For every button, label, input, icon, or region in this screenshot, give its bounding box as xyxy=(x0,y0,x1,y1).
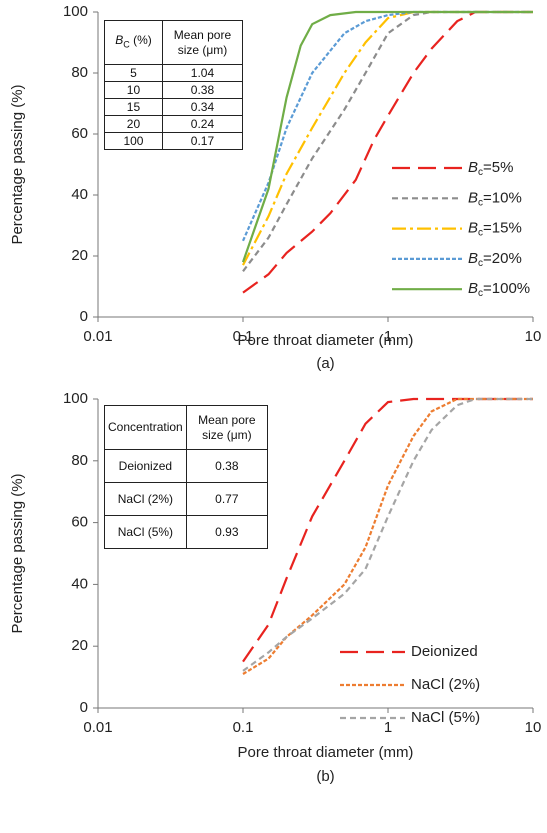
y-tick-label: 100 xyxy=(63,390,88,407)
y-tick-label: 80 xyxy=(71,64,88,81)
y-axis-label: Percentage passing (%) xyxy=(9,84,26,244)
table-header-cell: BC (%) xyxy=(104,20,163,65)
y-tick-label: 20 xyxy=(71,637,88,654)
y-tick-label: 60 xyxy=(71,125,88,142)
caption: (b) xyxy=(316,768,334,785)
caption: (a) xyxy=(316,355,334,372)
y-tick-label: 60 xyxy=(71,514,88,531)
series-line xyxy=(242,10,533,272)
table-header-cell: Mean pore size (μm) xyxy=(185,405,269,450)
table-cell: 0.38 xyxy=(185,449,269,483)
y-tick-label: 20 xyxy=(71,247,88,264)
legend-label: NaCl (5%) xyxy=(411,709,480,726)
table-cell: 20 xyxy=(104,115,163,133)
legend-label: Bc=5% xyxy=(468,159,513,178)
table-cell: 0.77 xyxy=(185,482,269,516)
series-line xyxy=(241,10,533,263)
table-cell: 0.17 xyxy=(161,132,244,150)
table-cell: 0.93 xyxy=(185,515,269,549)
legend-label: Bc=20% xyxy=(468,250,522,269)
table-cell: Deionized xyxy=(104,449,187,483)
x-tick-label: 10 xyxy=(525,328,542,345)
y-axis-label: Percentage passing (%) xyxy=(9,473,26,633)
table-cell: 5 xyxy=(104,64,163,82)
data-table: Concentration Mean pore size (μm) Deionize… xyxy=(104,405,269,549)
table-header-cell: Mean pore size (μm) xyxy=(161,20,244,65)
y-tick-label: 0 xyxy=(80,699,88,716)
table-header-cell: Concentration xyxy=(104,405,187,450)
table-cell: 15 xyxy=(104,98,163,116)
table-cell: NaCl (5%) xyxy=(104,515,187,549)
x-tick-label: 0.01 xyxy=(83,719,112,736)
x-axis-label: Pore throat diameter (mm) xyxy=(238,332,414,349)
y-tick-label: 40 xyxy=(71,575,88,592)
series-line xyxy=(242,397,533,675)
x-tick-label: 0.1 xyxy=(233,328,254,345)
table-cell: 1.04 xyxy=(161,64,244,82)
series-line xyxy=(242,10,533,294)
y-tick-label: 100 xyxy=(63,3,88,20)
series-line xyxy=(242,397,533,672)
x-tick-label: 1 xyxy=(384,719,392,736)
legend-label: Bc=10% xyxy=(468,189,522,208)
table-cell: 0.34 xyxy=(161,98,244,116)
legend-label: Bc=15% xyxy=(468,220,522,239)
table-cell: 100 xyxy=(104,132,163,150)
legend-label: NaCl (2%) xyxy=(411,676,480,693)
legend-label: Bc=100% xyxy=(468,280,530,299)
table-cell: 0.24 xyxy=(161,115,244,133)
x-tick-label: 10 xyxy=(525,719,542,736)
x-axis-label: Pore throat diameter (mm) xyxy=(238,744,414,761)
y-tick-label: 0 xyxy=(80,308,88,325)
table-cell: 0.38 xyxy=(161,81,244,99)
data-table: BC (%) Mean pore size (μm) 5 1.04 10 0.38 15 0.… xyxy=(104,20,244,150)
y-tick-label: 80 xyxy=(71,452,88,469)
legend-label: Deionized xyxy=(411,643,478,660)
x-tick-label: 1 xyxy=(384,328,392,345)
x-tick-label: 0.01 xyxy=(83,328,112,345)
table-cell: NaCl (2%) xyxy=(104,482,187,516)
series-line xyxy=(242,397,533,663)
table-cell: 10 xyxy=(104,81,163,99)
x-tick-label: 0.1 xyxy=(233,719,254,736)
series-line xyxy=(241,10,533,242)
y-tick-label: 40 xyxy=(71,186,88,203)
